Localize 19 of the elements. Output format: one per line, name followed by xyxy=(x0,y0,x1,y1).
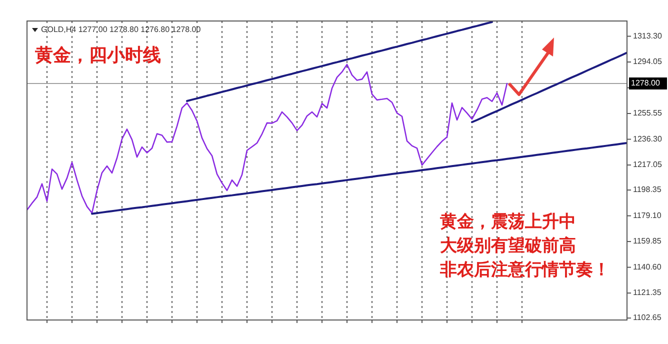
y-tick-label: 1217.05 xyxy=(633,160,662,170)
y-tick-label: 1255.55 xyxy=(633,108,662,118)
ref-line-label: 1278.00 xyxy=(631,78,660,88)
annotation: 非农后注意行情节奏！ xyxy=(439,260,610,279)
text: GOLD,H4 1277.00 1278.80 1276.80 1278.00 xyxy=(41,25,202,34)
y-tick-label: 1313.30 xyxy=(633,31,662,40)
annotation: 大级别有望破前高 xyxy=(440,236,576,255)
y-tick-label: 1102.65 xyxy=(633,313,662,322)
line-series xyxy=(27,64,508,214)
y-tick-label: 1179.10 xyxy=(633,210,662,220)
y-tick-label: 1294.05 xyxy=(633,57,662,66)
y-tick-label: 1236.30 xyxy=(633,134,662,144)
y-tick-label: 1121.35 xyxy=(633,288,662,298)
y-tick-label: 1198.35 xyxy=(633,185,662,194)
text: 黄金，四小时线 xyxy=(34,45,161,65)
y-tick-label: 1140.60 xyxy=(633,262,662,272)
annotation: 黄金，震荡上升中 xyxy=(439,212,576,231)
y-tick-label: 1159.85 xyxy=(633,236,662,246)
line-series xyxy=(471,52,627,124)
